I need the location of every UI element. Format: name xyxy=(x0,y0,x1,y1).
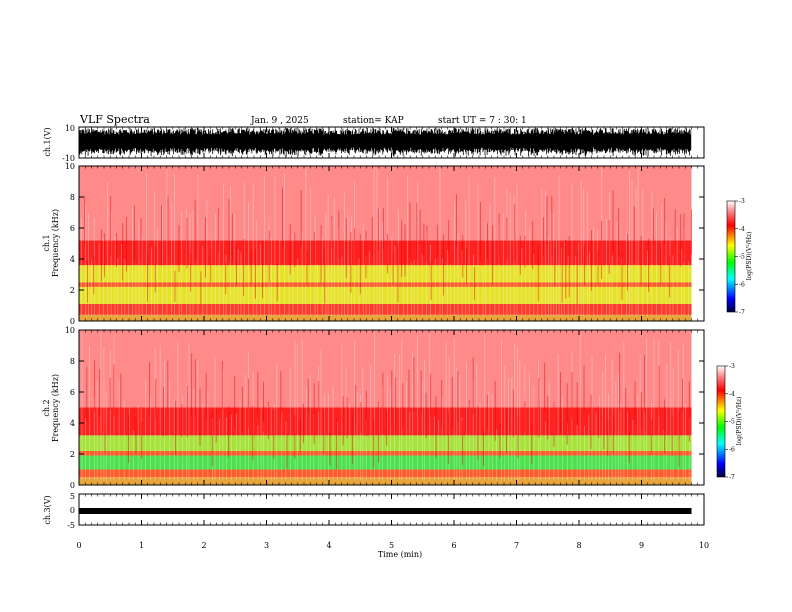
ch1-colorbar-label: log(PSD)(V²/Hz) xyxy=(746,232,753,281)
figure-title: VLF Spectra xyxy=(79,113,150,126)
xtick-label: 3 xyxy=(264,541,269,550)
spectrogram-band-1 xyxy=(79,304,692,315)
spectrogram-band-5 xyxy=(79,240,692,265)
ch1-waveform-line xyxy=(79,128,691,157)
ch2-colorbar: -3 -4 -5 -6 -7 log(PSD)(V²/Hz) xyxy=(717,363,743,481)
ytick-label: 2 xyxy=(70,286,75,295)
xtick-label: 8 xyxy=(576,541,581,550)
ytick-label: 2 xyxy=(70,450,75,459)
xtick-label: 4 xyxy=(326,541,331,550)
ch1-colorbar: -3 -4 -5 -6 -7 log(PSD)(V²/Hz) xyxy=(727,198,753,316)
vlf-spectra-figure: VLF Spectra Jan. 9 , 2025 station= KAP s… xyxy=(0,0,792,612)
ytick-label: 4 xyxy=(70,419,75,428)
ch1-colorbar-ticks: -3 -4 -5 -6 -7 xyxy=(735,198,745,316)
ch2-spectrogram-image xyxy=(79,330,692,485)
colorbar-tick-label: -6 xyxy=(739,281,745,288)
time-axis-label: Time (min) xyxy=(378,550,422,559)
xtick-label: 1 xyxy=(139,541,144,550)
colorbar-tick-label: -3 xyxy=(729,363,735,370)
ch1-spectrogram-panel: 0 2 4 6 8 10 ch.1 Frequency (kHz) -3 -4 -5 -6 -7 … xyxy=(42,162,753,326)
spectrogram-band-6 xyxy=(79,166,692,240)
xtick-label: 10 xyxy=(699,541,709,550)
ch3-waveform-panel: 5 0 -5 ch.3(V) xyxy=(43,492,704,530)
spectrogram-band-4 xyxy=(79,265,692,282)
station-label: station= KAP xyxy=(343,116,404,126)
ytick-label: 10 xyxy=(65,162,75,171)
ytick-label: 0 xyxy=(70,481,75,490)
ytick-label: 10 xyxy=(65,326,75,335)
ytick-label: 0 xyxy=(70,317,75,326)
colorbar-tick-label: -7 xyxy=(729,474,735,481)
xtick-label: 6 xyxy=(451,541,456,550)
ch3-ytick-mid: 0 xyxy=(70,506,75,515)
colorbar-tick-label: -5 xyxy=(739,254,745,261)
ch1-spectrogram-image xyxy=(79,166,692,321)
ch1-ylabel: ch.1(V) xyxy=(43,127,52,156)
ch2-colorbar-ticks: -3 -4 -5 -6 -7 xyxy=(725,363,735,481)
xtick-label: 7 xyxy=(514,541,519,550)
ch3-waveform-trace xyxy=(79,508,692,514)
ch2-colorbar-gradient xyxy=(717,366,725,477)
colorbar-tick-label: -4 xyxy=(729,391,735,398)
ch2-spec-ylabel-channel: ch.2 xyxy=(42,399,51,416)
xtick-label: 0 xyxy=(76,541,81,550)
ch3-ylabel: ch.3(V) xyxy=(43,495,52,524)
xtick-label: 2 xyxy=(201,541,206,550)
ytick-label: 8 xyxy=(70,193,75,202)
ch3-ytick-bottom: -5 xyxy=(67,521,75,530)
ch1-waveform-trace xyxy=(79,128,691,157)
ch3-ytick-top: 5 xyxy=(70,492,75,501)
colorbar-tick-label: -5 xyxy=(729,419,735,426)
xtick-label: 9 xyxy=(639,541,644,550)
ch2-spectrogram-panel: 0 2 4 6 8 10 ch.2 Frequency (kHz) -3 -4 -5 -6 -7 … xyxy=(42,326,743,490)
ch1-spec-ylabel-frequency: Frequency (kHz) xyxy=(51,209,60,277)
ch1-spec-ylabel-channel: ch.1 xyxy=(42,234,51,251)
ch2-spec-ylabel-frequency: Frequency (kHz) xyxy=(51,374,60,442)
colorbar-tick-label: -6 xyxy=(729,446,735,453)
date-label: Jan. 9 , 2025 xyxy=(250,116,309,126)
spectrogram-band-2 xyxy=(79,287,692,304)
spectrogram-band-3 xyxy=(79,282,692,287)
time-axis-tick-labels: 0 1 2 3 4 5 6 7 8 9 10 xyxy=(76,541,709,550)
ch1-waveform-panel: 10 -10 ch.1(V) xyxy=(43,124,704,163)
colorbar-tick-label: -3 xyxy=(739,198,745,205)
ytick-label: 8 xyxy=(70,357,75,366)
ch1-ytick-top: 10 xyxy=(65,124,75,133)
colorbar-tick-label: -4 xyxy=(739,226,745,233)
xtick-label: 5 xyxy=(389,541,394,550)
ch1-colorbar-gradient xyxy=(727,201,735,312)
ytick-label: 6 xyxy=(70,224,75,233)
start-time-label: start UT = 7 : 30: 1 xyxy=(438,116,527,126)
ch2-colorbar-label: log(PSD)(V²/Hz) xyxy=(736,397,743,446)
ytick-label: 6 xyxy=(70,388,75,397)
ytick-label: 4 xyxy=(70,255,75,264)
colorbar-tick-label: -7 xyxy=(739,309,745,316)
